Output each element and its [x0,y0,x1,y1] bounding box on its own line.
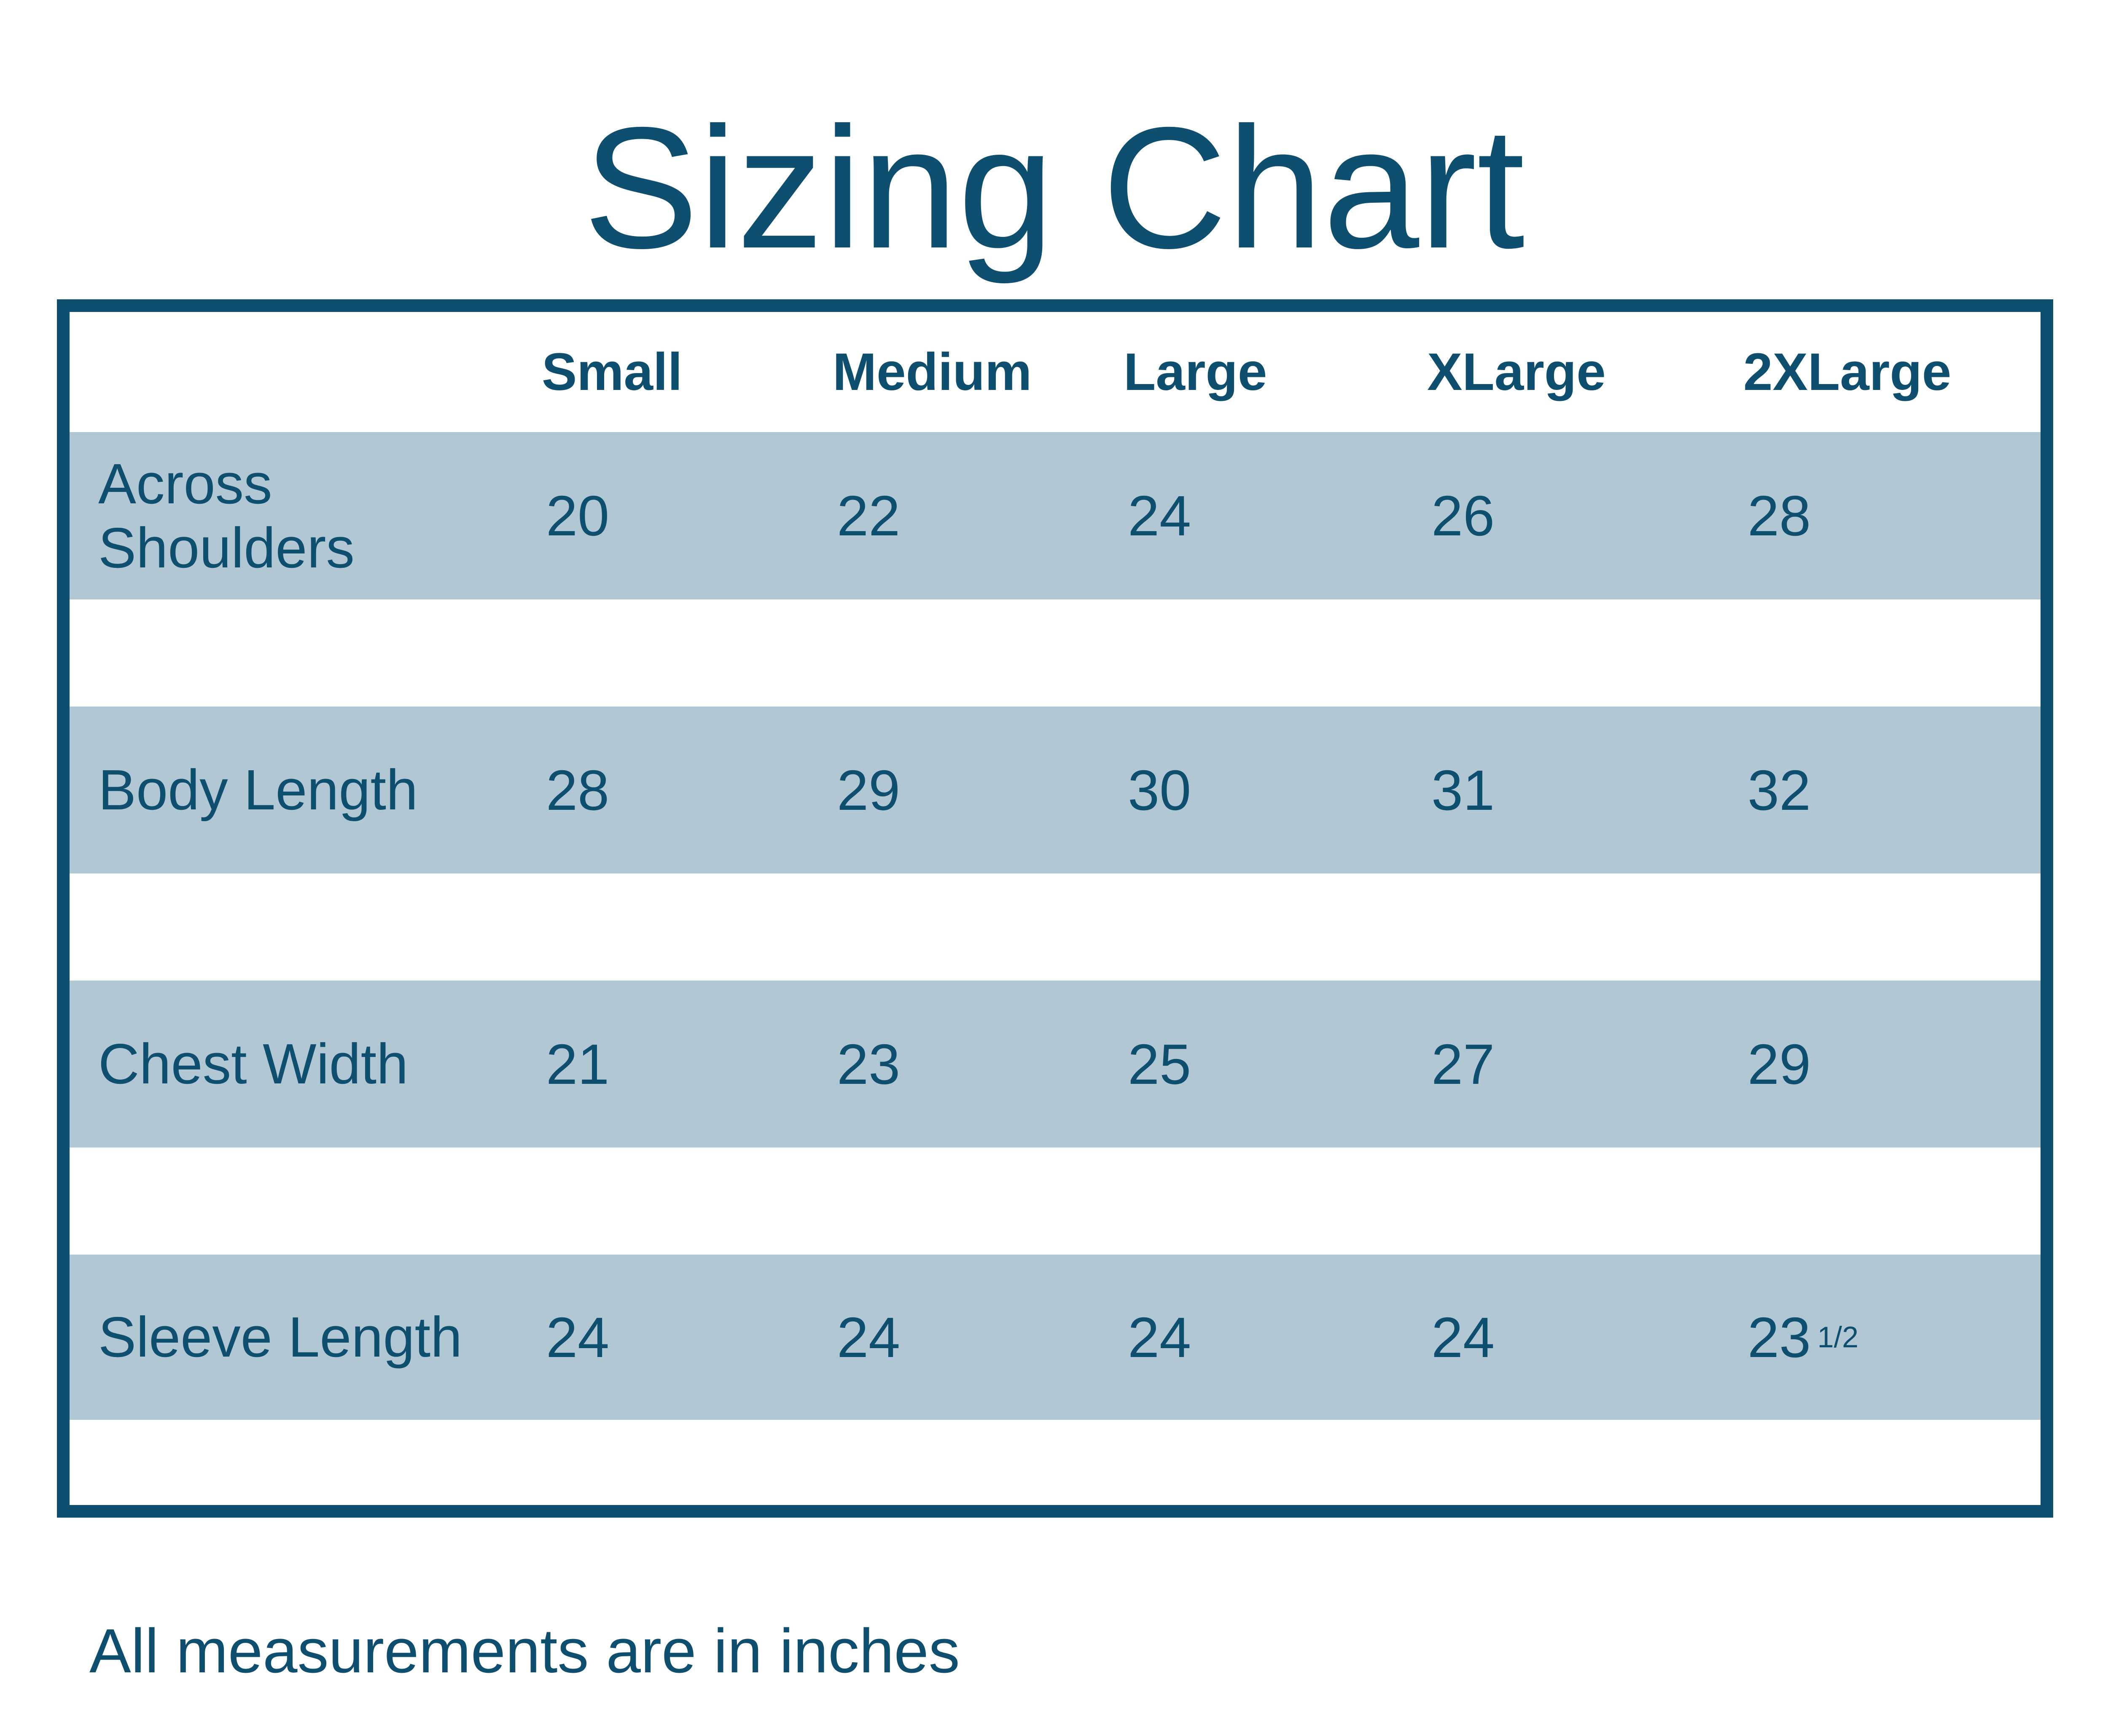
column-header-small: Small [542,343,683,401]
size-value: 22 [837,484,901,548]
size-value: 26 [1431,484,1495,548]
size-value: 24 [546,1305,610,1369]
spacer-row [70,599,2041,707]
header-label-spacer [70,312,527,432]
size-value: 28 [546,758,610,822]
page-title: Sizing Chart [583,91,1525,284]
table-header-row: Small Medium Large XLarge 2XLarge [70,312,2041,432]
table-row: Body Length 28 29 30 31 32 [70,707,2041,873]
size-value: 32 [1748,758,1811,822]
sizing-table: Small Medium Large XLarge 2XLarge Across Shou… [57,299,2053,1518]
size-value: 24 [837,1305,901,1369]
table-row: Across Shoulders 20 22 24 26 28 [70,432,2041,599]
size-value: 24 [1431,1305,1495,1369]
column-header-medium: Medium [833,343,1032,401]
row-label: Across Shoulders [98,452,355,580]
row-label: Chest Width [98,1032,409,1096]
column-header-xlarge: XLarge [1427,343,1606,401]
size-value: 23 1/2 [1748,1305,1859,1369]
size-value: 31 [1431,758,1495,822]
table-row: Sleeve Length 24 24 24 24 23 1/2 [70,1255,2041,1420]
row-label: Sleeve Length [98,1305,462,1369]
size-value: 24 [1128,484,1191,548]
spacer-row [70,873,2041,981]
size-value: 24 [1128,1305,1191,1369]
size-value: 23 [837,1032,901,1096]
size-value: 30 [1128,758,1191,822]
measurements-footnote: All measurements are in inches [89,1616,960,1686]
size-value: 25 [1128,1032,1191,1096]
column-header-large: Large [1124,343,1267,401]
bottom-spacer [70,1420,2041,1505]
table-row: Chest Width 21 23 25 27 29 [70,981,2041,1147]
size-value: 20 [546,484,610,548]
size-value-number: 23 [1748,1305,1811,1369]
spacer-row [70,1147,2041,1255]
column-header-2xlarge: 2XLarge [1743,343,1952,401]
size-value: 29 [837,758,901,822]
row-label: Body Length [98,758,418,822]
size-value: 28 [1748,484,1811,548]
size-value: 21 [546,1032,610,1096]
size-value: 29 [1748,1032,1811,1096]
size-value: 27 [1431,1032,1495,1096]
